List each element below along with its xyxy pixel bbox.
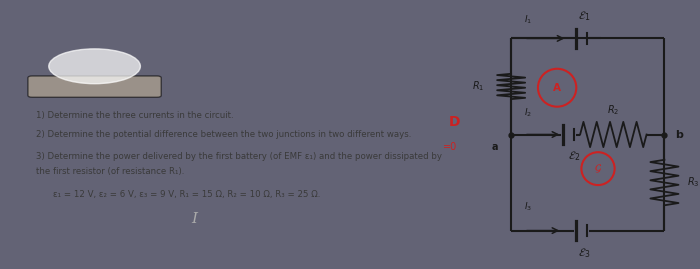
Text: $\mathcal{E}_1$: $\mathcal{E}_1$	[578, 9, 590, 23]
Text: $\mathcal{G}$: $\mathcal{G}$	[594, 162, 602, 175]
Text: A: A	[553, 83, 561, 93]
FancyBboxPatch shape	[28, 76, 161, 97]
Text: $\mathcal{E}_2$: $\mathcal{E}_2$	[568, 150, 580, 164]
Text: $R_1$: $R_1$	[472, 80, 484, 93]
Text: $I_2$: $I_2$	[524, 107, 532, 119]
Text: 1) Determine the three currents in the circuit.: 1) Determine the three currents in the c…	[36, 111, 234, 120]
Text: 2) Determine the potential difference between the two junctions in two different: 2) Determine the potential difference be…	[36, 130, 412, 139]
Text: $R_3$: $R_3$	[687, 176, 700, 189]
Text: D: D	[449, 115, 461, 129]
Text: I: I	[192, 212, 197, 226]
Text: the first resistor (of resistance R₁).: the first resistor (of resistance R₁).	[36, 167, 185, 176]
Text: $\mathcal{E}_3$: $\mathcal{E}_3$	[578, 246, 590, 260]
Text: =0: =0	[442, 142, 457, 152]
Text: ε₁ = 12 V, ε₂ = 6 V, ε₃ = 9 V, R₁ = 15 Ω, R₂ = 10 Ω, R₃ = 25 Ω.: ε₁ = 12 V, ε₂ = 6 V, ε₃ = 9 V, R₁ = 15 Ω…	[53, 190, 321, 199]
Text: 3) Determine the power delivered by the first battery (of EMF ε₁) and the power : 3) Determine the power delivered by the …	[36, 151, 442, 161]
Text: a: a	[492, 142, 498, 152]
Text: $I_3$: $I_3$	[524, 200, 532, 213]
Text: b: b	[675, 129, 682, 140]
Text: $R_2$: $R_2$	[607, 103, 620, 117]
Ellipse shape	[49, 49, 141, 84]
Text: $I_1$: $I_1$	[524, 13, 532, 26]
